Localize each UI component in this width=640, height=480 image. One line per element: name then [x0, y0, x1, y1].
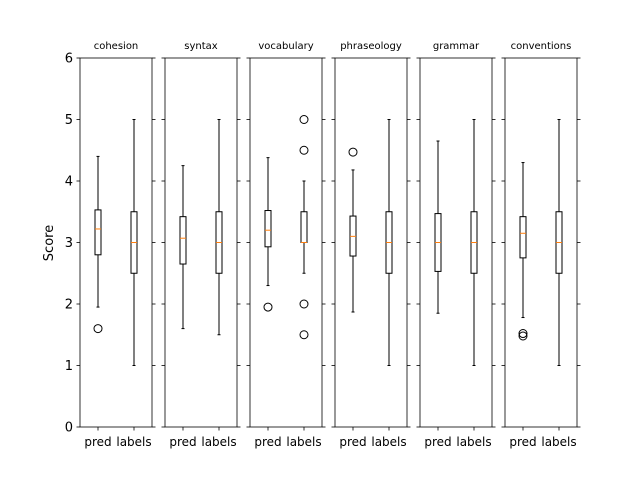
outlier-point: [93, 324, 103, 334]
x-tick-label: pred: [84, 435, 111, 449]
outlier-point: [299, 145, 309, 155]
panel-title: cohesion: [94, 41, 139, 52]
box-pred: [348, 147, 358, 313]
panel-syntax: syntax pred labels: [161, 41, 241, 449]
panel-title: phraseology: [340, 41, 402, 52]
panel-frame: [334, 57, 408, 428]
outlier-point: [299, 115, 309, 124]
outlier-point: [518, 329, 528, 339]
box-labels: [555, 119, 563, 366]
outlier-point: [348, 147, 358, 157]
panel-conventions: conventions pred labels: [501, 41, 581, 449]
box-labels: [215, 119, 223, 336]
y-axis: 0 1 2 3 4 5 6: [65, 52, 73, 436]
panel-vocabulary: vocabulary pred labels: [246, 41, 326, 449]
panel-title: syntax: [184, 41, 218, 52]
box-iqr: [519, 216, 527, 259]
outlier-point: [518, 331, 528, 341]
box-pred: [93, 155, 103, 334]
x-tick-label: pred: [339, 435, 366, 449]
x-tick-label: pred: [509, 435, 536, 449]
panel-grammar: grammar pred labels: [416, 41, 496, 449]
panel-frame: [419, 57, 493, 428]
box-labels: [299, 115, 309, 340]
panel-title: conventions: [511, 41, 572, 52]
box-labels: [470, 119, 478, 366]
panel-frame: [79, 57, 153, 428]
x-tick-label: labels: [456, 435, 491, 449]
x-tick-label: labels: [541, 435, 576, 449]
box-pred: [179, 165, 187, 330]
y-tick-label: 4: [65, 175, 73, 190]
box-pred: [434, 140, 442, 314]
panel-title: vocabulary: [258, 41, 313, 52]
panel-frame: [504, 57, 578, 428]
y-tick-label: 1: [65, 359, 73, 374]
x-tick-label: labels: [116, 435, 151, 449]
panel-title: grammar: [433, 41, 480, 52]
y-tick-label: 2: [65, 298, 73, 313]
x-tick-label: labels: [201, 435, 236, 449]
x-tick-label: labels: [371, 435, 406, 449]
box-pred: [518, 162, 528, 341]
panel-frame: [249, 57, 323, 428]
y-tick-label: 0: [65, 421, 73, 436]
outlier-point: [263, 302, 273, 312]
x-tick-label: pred: [169, 435, 196, 449]
outlier-point: [299, 299, 309, 309]
y-tick-label: 6: [65, 52, 73, 67]
x-tick-label: labels: [286, 435, 321, 449]
panel-frame: [164, 57, 238, 428]
box-labels: [385, 119, 393, 366]
y-tick-label: 5: [65, 113, 73, 128]
x-tick-label: pred: [254, 435, 281, 449]
box-pred: [263, 157, 273, 312]
box-iqr: [94, 209, 102, 256]
box-labels: [130, 119, 138, 366]
x-tick-label: pred: [424, 435, 451, 449]
panel-cohesion: cohesion pred labels: [76, 41, 156, 449]
box-iqr: [264, 210, 272, 248]
y-axis-label: Score: [42, 225, 57, 261]
outlier-point: [299, 330, 309, 340]
panel-phraseology: phraseology pred labels: [331, 41, 411, 449]
box-iqr: [179, 216, 187, 265]
y-tick-label: 3: [65, 236, 73, 251]
